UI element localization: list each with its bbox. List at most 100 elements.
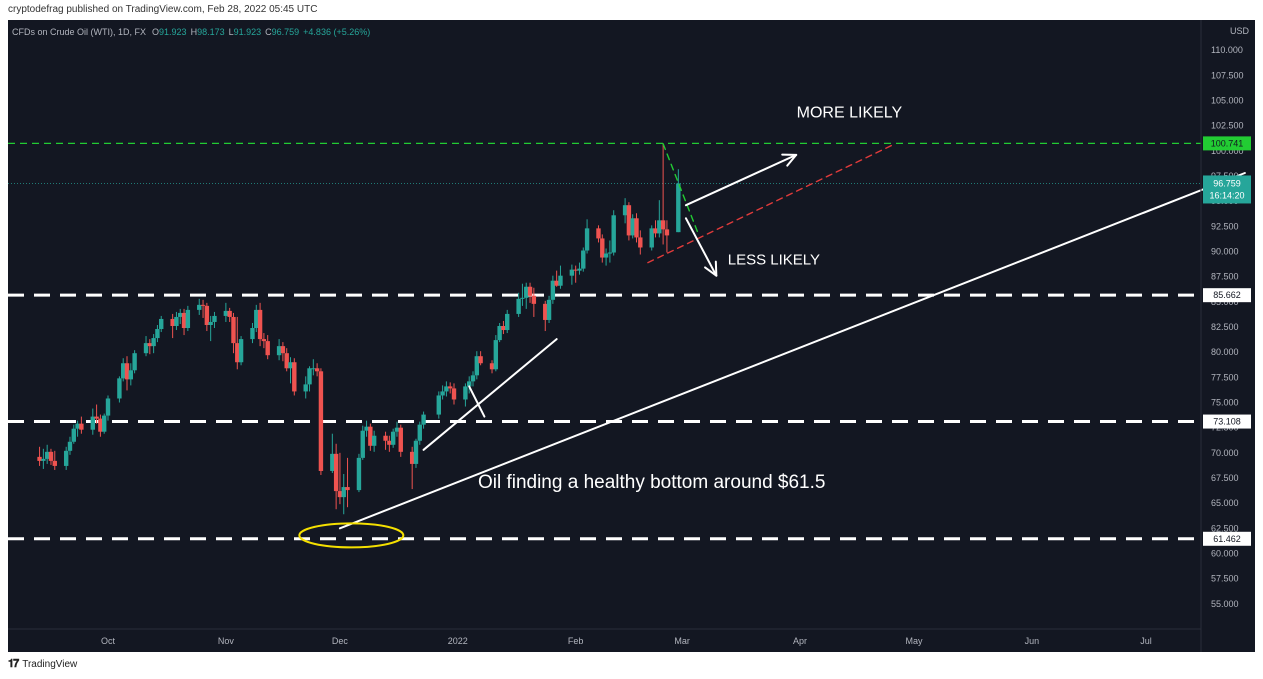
candle-body-1 (41, 458, 46, 461)
candle-body-95 (546, 299, 552, 320)
y-tick-label-15: 92.500 (1211, 221, 1239, 231)
bottom-note: Oil finding a healthy bottom around $61.… (478, 472, 826, 493)
candle-body-65 (383, 435, 388, 441)
candle-body-23 (155, 329, 160, 339)
y-tick-label-18: 100.000 (1211, 146, 1244, 156)
close-label: C (265, 27, 272, 37)
candle-body-94 (543, 303, 548, 320)
candle-body-113 (638, 237, 643, 248)
candle-body-82 (474, 356, 480, 376)
candle-body-32 (204, 305, 210, 325)
candle-body-91 (524, 286, 529, 298)
more-likely-arrow-head (781, 153, 798, 167)
y-tick-label-3: 62.500 (1211, 523, 1239, 533)
candle-body-92 (527, 286, 533, 296)
candle-body-70 (409, 451, 415, 464)
candle-body-77 (447, 386, 453, 389)
candle-body-45 (276, 346, 282, 356)
y-tick-label-10: 80.000 (1211, 347, 1239, 357)
candle-body-98 (558, 275, 563, 286)
level-badge-0 (1203, 136, 1251, 151)
candle-body-76 (444, 386, 449, 392)
candle-body-39 (238, 339, 244, 363)
candle-body-81 (470, 375, 476, 382)
candle-body-21 (147, 343, 153, 347)
candle-body-28 (181, 312, 187, 329)
candle-body-109 (622, 205, 628, 216)
candle-body-52 (311, 368, 316, 370)
symbol-name: CFDs on Crude Oil (WTI), 1D, FX (12, 27, 146, 37)
y-tick-label-22: 110.000 (1211, 45, 1243, 55)
candle-body-78 (451, 388, 457, 400)
trendline-break-tick (468, 385, 486, 418)
more-likely-arrow (684, 153, 798, 207)
close-value: 96.759 (272, 27, 300, 37)
candle-body-69 (398, 427, 403, 452)
open-label: O (152, 27, 159, 37)
level-badge-3 (1203, 531, 1251, 546)
price-chart[interactable]: MORE LIKELY LESS LIKELY Oil finding a heal… (8, 20, 1255, 652)
chart-canvas[interactable]: MORE LIKELY LESS LIKELY Oil finding a heal… (8, 20, 1255, 652)
candle-body-64 (371, 435, 377, 446)
bottom-ellipse (298, 522, 405, 549)
red-dashed-projection (647, 143, 896, 264)
candle-body-7 (71, 428, 76, 442)
symbol-legend-line: CFDs on Crude Oil (WTI), 1D, FX O91.923 H9… (12, 27, 370, 37)
green-dashed-drop (662, 143, 699, 233)
candle-body-30 (197, 304, 202, 310)
candle-body-115 (653, 228, 658, 234)
candle-body-9 (79, 423, 84, 430)
candle-body-71 (413, 440, 419, 464)
candle-body-59 (345, 487, 350, 491)
candle-body-46 (280, 346, 286, 354)
x-tick-label-7: May (906, 636, 924, 646)
candle-body-56 (333, 453, 339, 492)
publisher-credit: cryptodefrag published on TradingView.co… (8, 4, 318, 15)
x-tick-label-2: Dec (332, 636, 349, 646)
candle-body-16 (121, 363, 126, 379)
candle-body-66 (387, 440, 392, 445)
drawings (298, 143, 1246, 549)
candle-body-108 (611, 215, 616, 253)
candle-body-79 (463, 386, 468, 400)
y-tick-label-14: 90.000 (1211, 247, 1239, 257)
level-badge-2 (1203, 414, 1251, 429)
candle-body-35 (223, 310, 229, 316)
candle-body-53 (314, 368, 320, 372)
candle-body-12 (98, 418, 103, 432)
candle-body-62 (364, 426, 369, 431)
x-tick-label-9: Jul (1140, 636, 1152, 646)
y-tick-label-21: 107.500 (1211, 70, 1244, 80)
tradingview-logo-icon: 𝟏𝟕 (8, 658, 19, 670)
candle-body-104 (596, 228, 601, 239)
candle-body-67 (390, 431, 396, 445)
candle-body-60 (356, 457, 362, 491)
candle-body-102 (581, 250, 586, 269)
short-uptrend-line (422, 338, 558, 451)
candle-body-11 (94, 416, 99, 419)
candle-body-85 (493, 340, 499, 370)
candle-body-27 (178, 312, 183, 317)
candle-body-47 (284, 353, 289, 369)
y-tick-label-13: 87.500 (1211, 272, 1239, 282)
candle-body-20 (143, 343, 149, 354)
candle-body-41 (254, 309, 259, 329)
y-tick-label-8: 75.000 (1211, 398, 1239, 408)
less-likely-label: LESS LIKELY (728, 252, 820, 269)
y-tick-label-20: 105.000 (1211, 96, 1244, 106)
candle-body-37 (231, 316, 236, 344)
y-tick-label-1: 57.500 (1211, 574, 1239, 584)
last-price-value: 96.759 (1213, 178, 1241, 188)
candle-body-84 (489, 363, 495, 370)
candle-body-38 (235, 343, 240, 363)
candle-body-36 (227, 310, 232, 317)
candle-body-40 (250, 328, 255, 340)
less-likely-arrow (684, 217, 718, 277)
brand-name: TradingView (22, 659, 78, 670)
x-tick-label-5: Mar (674, 636, 690, 646)
candle-body-105 (600, 238, 605, 258)
open-value: 91.923 (159, 27, 187, 37)
x-tick-label-4: Feb (568, 636, 584, 646)
candle-body-63 (368, 426, 373, 446)
candle-body-87 (501, 326, 506, 331)
